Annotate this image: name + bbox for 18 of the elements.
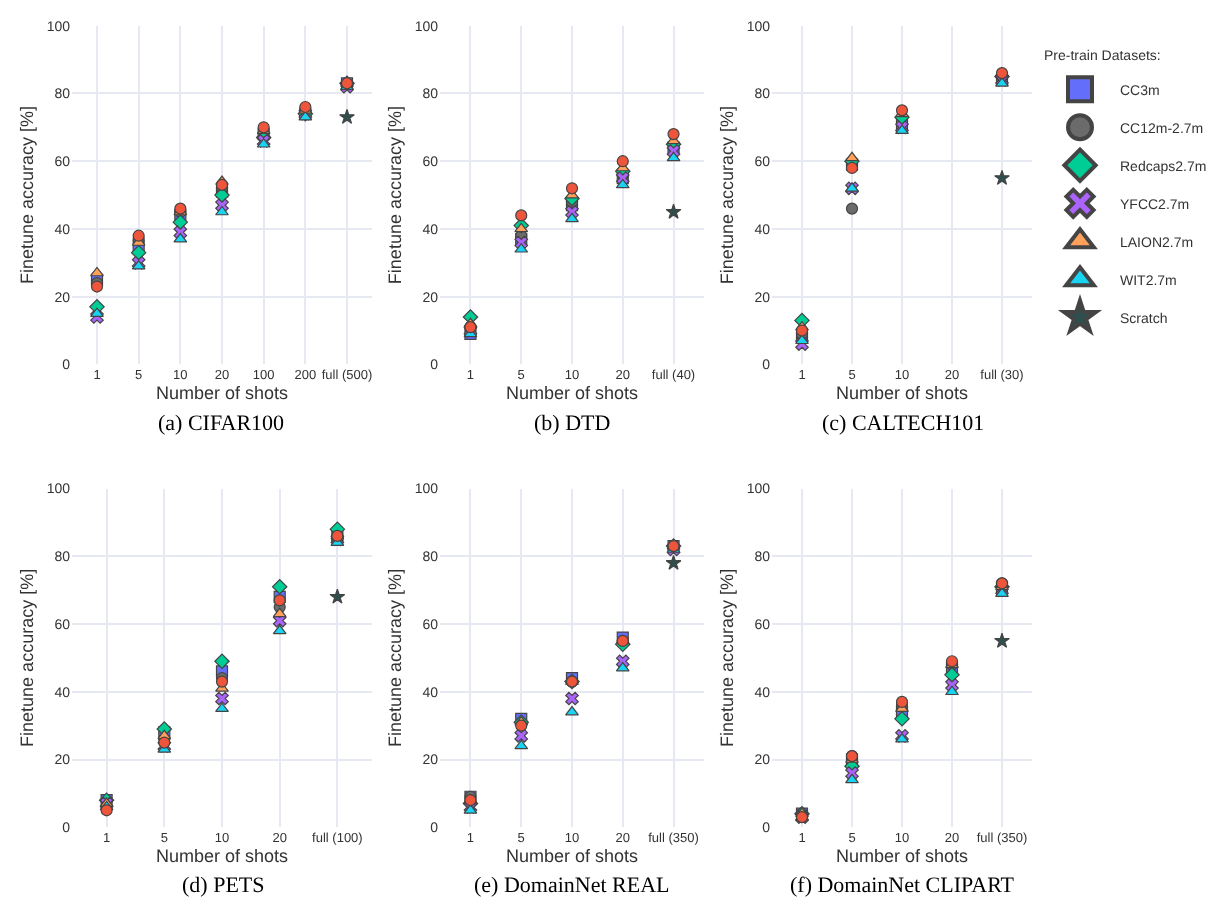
y-axis-title: Finetune accuracy [%] xyxy=(17,106,38,285)
x-axis-title: Number of shots xyxy=(505,846,640,867)
x-axis-title: Number of shots xyxy=(835,846,970,867)
x-axis-title: Number of shots xyxy=(505,383,640,404)
x-axis-title: Number of shots xyxy=(155,846,290,867)
x-axis-title: Number of shots xyxy=(835,383,970,404)
text: (a) CIFAR100 xyxy=(158,412,286,436)
text: (e) DomainNet REAL xyxy=(474,874,671,898)
y-axis-title: Finetune accuracy [%] xyxy=(717,568,738,747)
text: (b) DTD xyxy=(534,412,611,436)
x-axis-title: Number of shots xyxy=(155,383,290,404)
text: (d) PETS xyxy=(182,874,265,898)
text: (f) DomainNet CLIPART xyxy=(790,874,1015,898)
y-axis-title: Finetune accuracy [%] xyxy=(717,106,738,285)
text: (c) CALTECH101 xyxy=(822,412,985,436)
y-axis-title: Finetune accuracy [%] xyxy=(385,106,406,285)
y-axis-title: Finetune accuracy [%] xyxy=(385,568,406,747)
y-axis-title: Finetune accuracy [%] xyxy=(17,568,38,747)
